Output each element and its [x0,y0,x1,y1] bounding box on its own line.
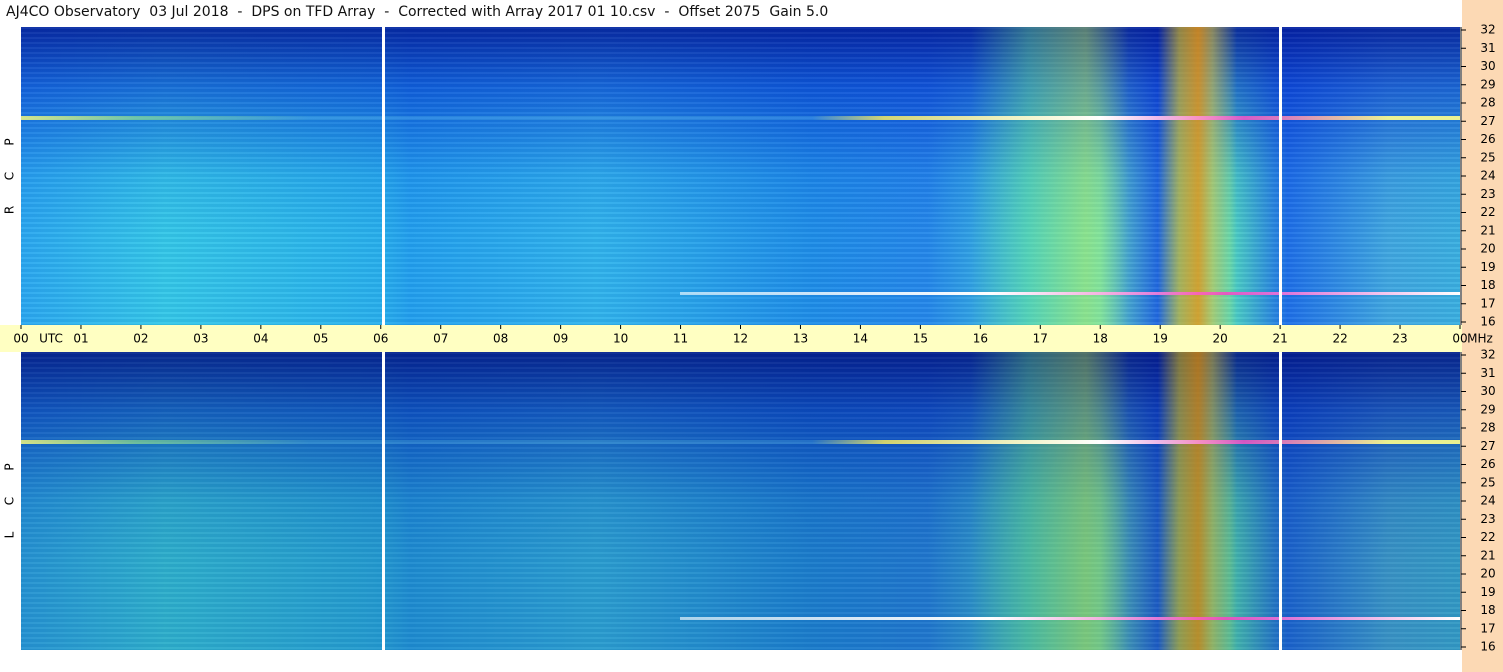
spectrogram-lcp [21,352,1460,650]
rfi-band [680,617,1460,620]
time-label: 03 [193,332,208,346]
freq-label: 24 [1480,494,1495,508]
freq-label: 20 [1480,567,1495,581]
gap-line [1279,27,1282,325]
rfi-band [21,440,1460,444]
time-label: 12 [733,332,748,346]
gap-line [1279,352,1282,651]
freq-label: 22 [1480,530,1495,544]
time-label: 00 [1452,332,1467,346]
time-label: 11 [673,332,688,346]
time-label: 22 [1332,332,1347,346]
freq-label: 23 [1480,512,1495,526]
freq-label: 31 [1480,41,1495,55]
freq-label: 28 [1480,421,1495,435]
time-label: 01 [73,332,88,346]
time-label: 06 [373,332,388,346]
gap-line [382,27,385,325]
panel-letter: P [3,463,17,470]
freq-label: 19 [1480,585,1495,599]
freq-label: 27 [1480,439,1495,453]
freq-label: 29 [1480,402,1495,416]
time-label: 10 [613,332,628,346]
time-label: 05 [313,332,328,346]
gap-line [382,352,385,651]
freq-column [1462,0,1503,672]
time-label: 02 [133,332,148,346]
freq-label: 29 [1480,77,1495,91]
freq-label: 32 [1480,23,1495,37]
panel-letter: C [3,497,17,505]
freq-label: 25 [1480,475,1495,489]
panel-letter: C [3,172,17,180]
time-label: 16 [973,332,988,346]
freq-label: 21 [1480,548,1495,562]
time-label: 19 [1153,332,1168,346]
time-label: 13 [793,332,808,346]
freq-label: 28 [1480,96,1495,110]
freq-label: 18 [1480,603,1495,617]
rfi-band [21,116,1460,120]
time-unit: UTC [39,332,63,346]
freq-label: 26 [1480,457,1495,471]
freq-unit: MHz [1467,332,1493,346]
time-label: 09 [553,332,568,346]
panel-letter: P [3,138,17,145]
freq-label: 25 [1480,150,1495,164]
freq-label: 19 [1480,260,1495,274]
time-band [0,325,1462,352]
time-label: 20 [1213,332,1228,346]
freq-label: 22 [1480,205,1495,219]
spectrogram-rcp [21,27,1460,325]
freq-label: 17 [1480,621,1495,635]
rfi-band [680,292,1460,295]
freq-label: 27 [1480,114,1495,128]
freq-label: 16 [1480,640,1495,654]
time-label: 00 [13,332,28,346]
time-label: 23 [1392,332,1407,346]
title: AJ4CO Observatory 03 Jul 2018 - DPS on T… [6,4,829,20]
freq-label: 30 [1480,59,1495,73]
freq-label: 32 [1480,348,1495,362]
time-label: 15 [913,332,928,346]
panel-letter: R [3,206,17,214]
panel-letter: L [3,531,17,538]
freq-label: 21 [1480,223,1495,237]
freq-label: 16 [1480,315,1495,329]
freq-label: 20 [1480,242,1495,256]
freq-label: 26 [1480,132,1495,146]
time-label: 07 [433,332,448,346]
time-label: 17 [1033,332,1048,346]
time-label: 08 [493,332,508,346]
time-label: 21 [1272,332,1287,346]
freq-label: 23 [1480,187,1495,201]
freq-label: 17 [1480,296,1495,310]
freq-label: 24 [1480,169,1495,183]
freq-label: 18 [1480,278,1495,292]
time-label: 04 [253,332,268,346]
freq-label: 30 [1480,384,1495,398]
time-label: 18 [1093,332,1108,346]
time-label: 14 [853,332,868,346]
freq-label: 31 [1480,366,1495,380]
